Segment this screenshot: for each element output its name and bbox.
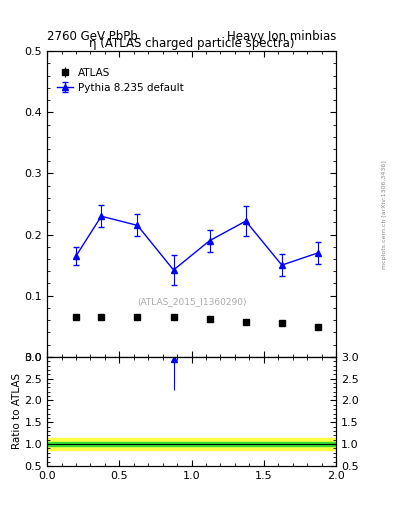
- Legend: ATLAS, Pythia 8.235 default: ATLAS, Pythia 8.235 default: [53, 63, 188, 97]
- Text: 2760 GeV PbPb: 2760 GeV PbPb: [47, 30, 138, 43]
- Text: mcplots.cern.ch [arXiv:1306.3436]: mcplots.cern.ch [arXiv:1306.3436]: [382, 161, 387, 269]
- Y-axis label: Ratio to ATLAS: Ratio to ATLAS: [12, 373, 22, 450]
- Text: (ATLAS_2015_I1360290): (ATLAS_2015_I1360290): [137, 297, 246, 306]
- Bar: [47, 442, 336, 446]
- Text: Heavy Ion minbias: Heavy Ion minbias: [227, 30, 336, 43]
- Title: η (ATLAS charged particle spectra): η (ATLAS charged particle spectra): [89, 37, 294, 50]
- Bar: [47, 438, 336, 450]
